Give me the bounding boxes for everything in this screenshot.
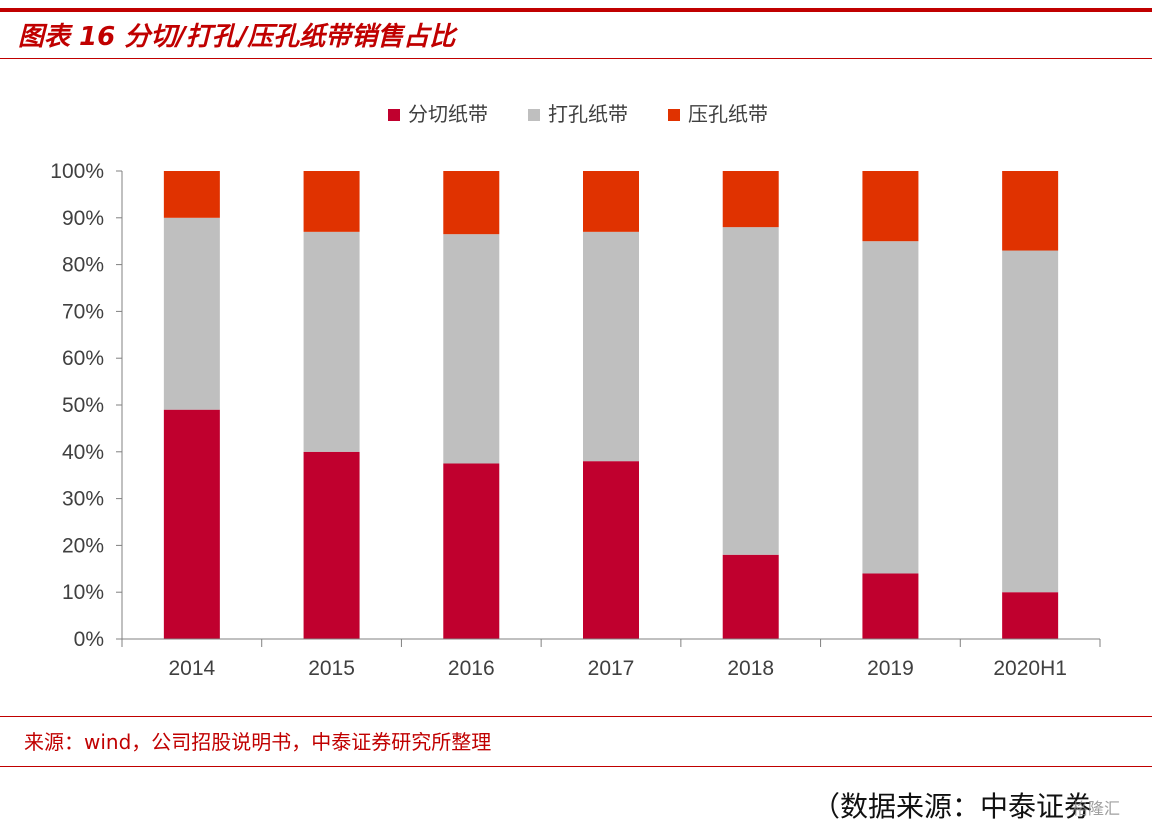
y-tick-label: 30% [62,488,104,511]
bar-segment [1002,171,1059,251]
bar-segment [303,451,360,639]
y-tick-label: 50% [62,394,104,417]
figure-title: 图表 16 分切/打孔/压孔纸带销售占比 [18,22,456,52]
x-tick-label: 2016 [448,657,495,680]
data-source-note: （数据来源：中泰证券 [812,790,1093,823]
y-tick-label: 70% [62,300,104,323]
x-tick-label: 2015 [308,657,355,680]
bar-segment [163,171,220,218]
source-note: 来源：wind，公司招股说明书，中泰证券研究所整理 [24,730,492,754]
bar-segment [163,217,220,410]
bar-segment [583,231,639,462]
watermark: 格隆汇 [1072,799,1121,818]
x-tick-label: 2019 [867,657,914,680]
bar-segment [443,171,500,235]
source-rule-bottom [0,766,1152,767]
x-tick-label: 2014 [168,657,215,680]
stacked-bar-chart: 分切纸带 打孔纸带 压孔纸带 0% 10% 20% 30% 40% 50% 60% 70% 80% 90… [50,103,1101,680]
bar-segment [862,573,919,639]
bar-segment [303,231,360,452]
y-tick-label: 80% [62,254,104,277]
bar-segment [443,463,500,639]
legend-label: 压孔纸带 [688,103,768,126]
source-rule-top [0,716,1152,717]
bar-segment [1002,592,1059,639]
legend-label: 打孔纸带 [548,103,628,126]
x-tick-label: 2018 [727,657,774,680]
x-tick-label: 2020H1 [993,657,1067,680]
title-rule [0,58,1152,59]
bar-segment [722,227,779,555]
bar-segment [583,171,639,232]
y-tick-label: 100% [50,160,104,183]
bar-segment [862,171,919,242]
y-tick-label: 60% [62,347,104,370]
y-tick-label: 40% [62,441,104,464]
legend-label: 分切纸带 [408,103,488,126]
bar-segment [862,241,919,574]
x-tick-label: 2017 [588,657,635,680]
bar-segment [722,171,779,228]
bar-segment [722,554,779,639]
bar-segment [163,409,220,639]
legend-swatch [528,109,540,121]
bar-segment [443,234,500,464]
y-tick-label: 10% [62,581,104,604]
legend-swatch [668,109,680,121]
y-tick-label: 0% [74,628,104,651]
y-tick-label: 90% [62,207,104,230]
top-rule [0,8,1152,12]
bar-segment [583,461,639,639]
legend-swatch [388,109,400,121]
bar-segment [303,171,360,232]
bar-segment [1002,250,1059,593]
y-tick-label: 20% [62,534,104,557]
